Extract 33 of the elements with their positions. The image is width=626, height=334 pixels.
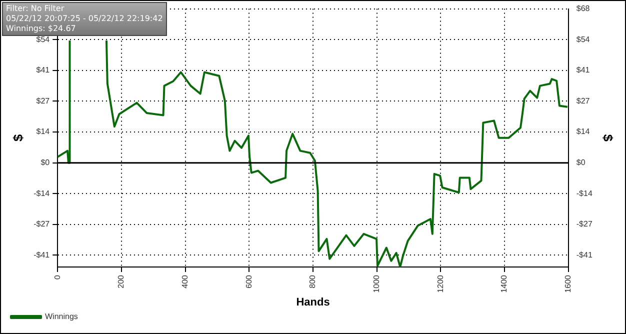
y-tick-label: $27 bbox=[36, 96, 50, 106]
y2-tick-label: -$14 bbox=[576, 188, 593, 198]
y-tick-label: $0 bbox=[40, 158, 50, 168]
legend-label: Winnings bbox=[45, 312, 78, 322]
x-tick-label: 800 bbox=[308, 274, 318, 288]
x-tick-label: 1600 bbox=[564, 274, 573, 293]
x-tick-label: 400 bbox=[180, 274, 190, 288]
y2-tick-label: $41 bbox=[576, 66, 590, 75]
annotation: 05/22/12 20:07:25 - 05/22/12 22:19:42 bbox=[6, 14, 163, 24]
x-tick-label: 600 bbox=[244, 274, 254, 288]
x-tick-label: 0 bbox=[52, 274, 62, 280]
y-tick-label: -$14 bbox=[34, 188, 50, 198]
y2-axis-title: $ bbox=[600, 134, 616, 142]
y-tick-label: $14 bbox=[36, 127, 50, 136]
x-tick-label: 200 bbox=[116, 274, 126, 288]
y-tick-label: $41 bbox=[36, 66, 50, 75]
y2-tick-label: -$41 bbox=[576, 250, 593, 260]
y-tick-label: -$27 bbox=[34, 220, 50, 229]
x-tick-label: 1000 bbox=[372, 274, 382, 293]
y2-tick-label: $27 bbox=[576, 96, 590, 106]
y2-tick-label: $0 bbox=[576, 158, 586, 168]
y2-tick-label: $68 bbox=[576, 4, 590, 14]
y-tick-label: -$41 bbox=[34, 250, 50, 260]
y2-tick-label: $54 bbox=[576, 34, 590, 44]
x-tick-label: 1200 bbox=[436, 274, 445, 293]
y2-tick-label: $14 bbox=[576, 127, 590, 136]
annotation: Filter: No Filter bbox=[6, 4, 66, 14]
y-tick-label: $54 bbox=[36, 34, 50, 44]
x-tick-label: 1400 bbox=[500, 274, 509, 293]
annotation: Winnings: $24.67 bbox=[6, 24, 77, 34]
y2-tick-label: -$27 bbox=[576, 220, 593, 229]
y-axis-title: $ bbox=[10, 134, 26, 142]
x-axis-title: Hands bbox=[296, 296, 330, 308]
